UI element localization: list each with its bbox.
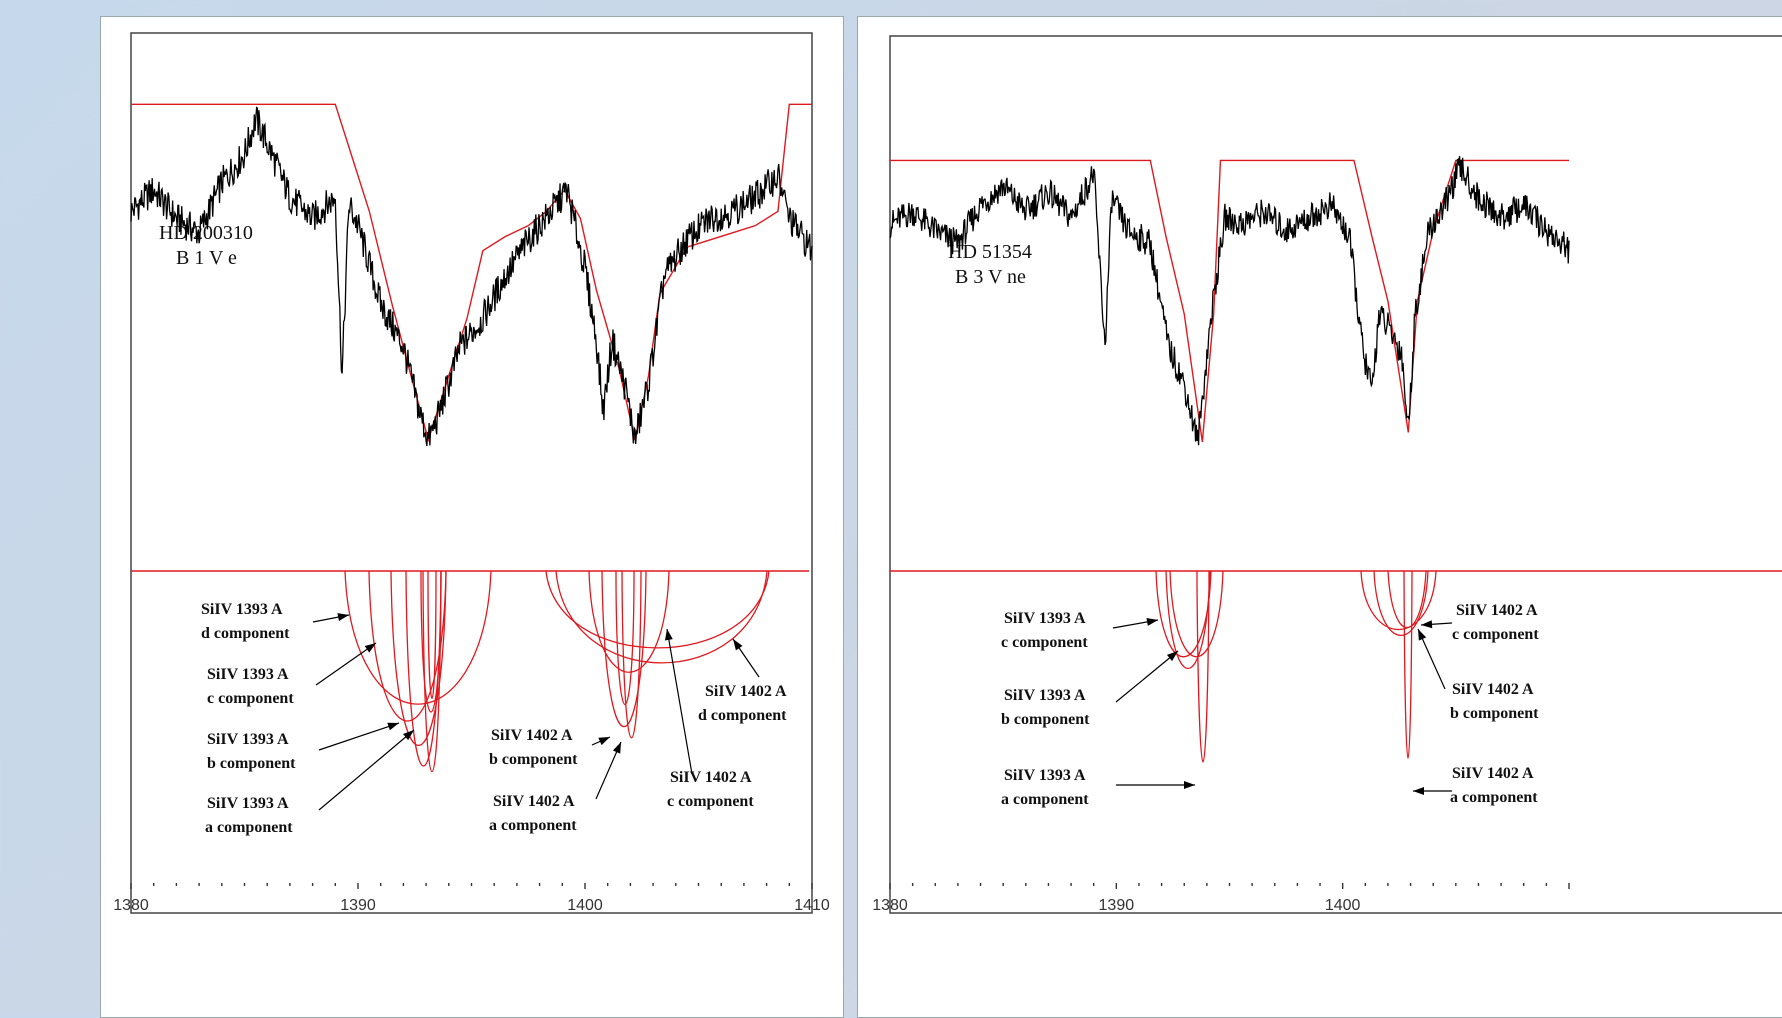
arrow-1402-c bbox=[666, 628, 693, 775]
label-1402-a-line2: a component bbox=[489, 817, 577, 834]
arrow-r-1402-b-head bbox=[1418, 629, 1427, 641]
label-r-1393-a-line1: SiIV 1393 A bbox=[1004, 767, 1086, 784]
label-r-1393-b-line1: SiIV 1393 A bbox=[1004, 687, 1086, 704]
label-1393-d-line1: SiIV 1393 A bbox=[201, 601, 283, 618]
arrow-1402-d-head bbox=[733, 639, 743, 651]
label-1402-d-line2: d component bbox=[698, 707, 787, 724]
component-profile-left bbox=[601, 570, 647, 728]
label-1402-b-line2: b component bbox=[489, 751, 578, 768]
arrow-1393-b-head bbox=[387, 722, 399, 731]
label-1393-b-line1: SiIV 1393 A bbox=[207, 731, 289, 748]
spectrum-panel-left: HD 200310 B 1 V e SiIV 1393 A d componen… bbox=[100, 16, 844, 1018]
arrow-1393-c bbox=[315, 642, 377, 686]
label-r-1393-b-line2: b component bbox=[1001, 711, 1090, 728]
component-profile-right bbox=[1373, 570, 1429, 636]
component-profile-left bbox=[344, 570, 492, 705]
spectrum-chart-right: HD 51354 B 3 V ne SiIV 1393 A c componen… bbox=[872, 35, 1782, 914]
plot-frame-right bbox=[889, 35, 1782, 914]
star-name-left: HD 200310 bbox=[159, 222, 253, 244]
arrow-1402-a-head bbox=[612, 742, 621, 754]
x-tick-label: 1390 bbox=[1099, 897, 1135, 914]
arrow-r-1402-c-head bbox=[1421, 620, 1433, 629]
x-tick-label: 1380 bbox=[113, 897, 149, 914]
label-r-1393-c-line1: SiIV 1393 A bbox=[1004, 610, 1086, 627]
arrow-1393-a-head bbox=[403, 730, 414, 741]
label-1393-c-line2: c component bbox=[207, 690, 294, 707]
label-1402-d-line1: SiIV 1402 A bbox=[705, 683, 787, 700]
arrow-r-1402-a-head bbox=[1413, 787, 1424, 795]
component-core-1393-right bbox=[1196, 571, 1210, 763]
arrow-r-1393-b-head bbox=[1166, 651, 1178, 662]
x-tick-label: 1390 bbox=[340, 897, 376, 914]
spectrum-panel-right: HD 51354 B 3 V ne SiIV 1393 A c componen… bbox=[857, 16, 1782, 1018]
component-profile-left bbox=[545, 570, 770, 649]
component-core-1402-right bbox=[1403, 570, 1413, 759]
observed-spectrum-left bbox=[130, 106, 813, 447]
label-r-1402-a-line1: SiIV 1402 A bbox=[1452, 765, 1534, 782]
arrow-1393-a bbox=[318, 729, 415, 811]
arrow-1402-b-head bbox=[598, 737, 610, 746]
model-fit-line-right bbox=[890, 159, 1569, 443]
star-type-left: B 1 V e bbox=[176, 247, 237, 269]
label-r-1402-b-line1: SiIV 1402 A bbox=[1452, 681, 1534, 698]
component-core-left bbox=[420, 570, 442, 713]
label-1402-a-line1: SiIV 1402 A bbox=[493, 793, 575, 810]
x-tick-label: 1410 bbox=[794, 897, 830, 914]
label-1393-b-line2: b component bbox=[207, 755, 296, 772]
component-core-left bbox=[427, 570, 437, 699]
label-r-1402-c-line1: SiIV 1402 A bbox=[1456, 602, 1538, 619]
component-profile-right bbox=[1387, 570, 1427, 629]
component-profile-right bbox=[1169, 570, 1224, 658]
arrow-r-1393-a-head bbox=[1184, 781, 1195, 789]
star-type-right: B 3 V ne bbox=[955, 266, 1026, 288]
label-r-1402-a-line2: a component bbox=[1450, 789, 1538, 806]
label-1402-c-line2: c component bbox=[667, 793, 754, 810]
component-profile-left bbox=[390, 570, 447, 746]
component-profile-right bbox=[1360, 570, 1437, 630]
label-1393-a-line1: SiIV 1393 A bbox=[207, 795, 289, 812]
plot-frame-left bbox=[130, 32, 813, 914]
x-tick-label: 1400 bbox=[567, 897, 603, 914]
x-tick-label: 1380 bbox=[872, 897, 908, 914]
x-tick-label: 1400 bbox=[1325, 897, 1361, 914]
label-1402-c-line1: SiIV 1402 A bbox=[670, 769, 752, 786]
label-1402-b-line1: SiIV 1402 A bbox=[491, 727, 573, 744]
arrow-r-1393-c-head bbox=[1146, 617, 1158, 626]
label-r-1402-b-line2: b component bbox=[1450, 705, 1539, 722]
component-profile-left bbox=[555, 570, 768, 664]
component-profile-left bbox=[368, 570, 447, 722]
label-1393-a-line2: a component bbox=[205, 819, 293, 836]
label-1393-c-line1: SiIV 1393 A bbox=[207, 666, 289, 683]
arrow-1393-c-head bbox=[364, 643, 376, 653]
component-profile-left bbox=[422, 570, 442, 773]
label-1393-d-line2: d component bbox=[201, 625, 290, 642]
label-r-1393-c-line2: c component bbox=[1001, 634, 1088, 651]
star-name-right: HD 51354 bbox=[948, 241, 1032, 263]
arrow-r-1393-b bbox=[1115, 650, 1179, 703]
component-profile-left bbox=[588, 570, 670, 673]
arrow-1393-d-head bbox=[337, 613, 349, 622]
label-r-1402-c-line2: c component bbox=[1452, 626, 1539, 643]
component-profile-left bbox=[621, 570, 642, 739]
observed-spectrum-right bbox=[889, 156, 1570, 446]
component-profile-right bbox=[1165, 570, 1211, 670]
arrow-1393-b bbox=[318, 722, 400, 751]
component-core-left bbox=[615, 570, 635, 706]
spectrum-chart-left: HD 200310 B 1 V e SiIV 1393 A d componen… bbox=[113, 32, 830, 914]
model-fit-line-left bbox=[131, 103, 812, 443]
label-r-1393-a-line2: a component bbox=[1001, 791, 1089, 808]
arrow-1402-c-head bbox=[664, 629, 673, 641]
